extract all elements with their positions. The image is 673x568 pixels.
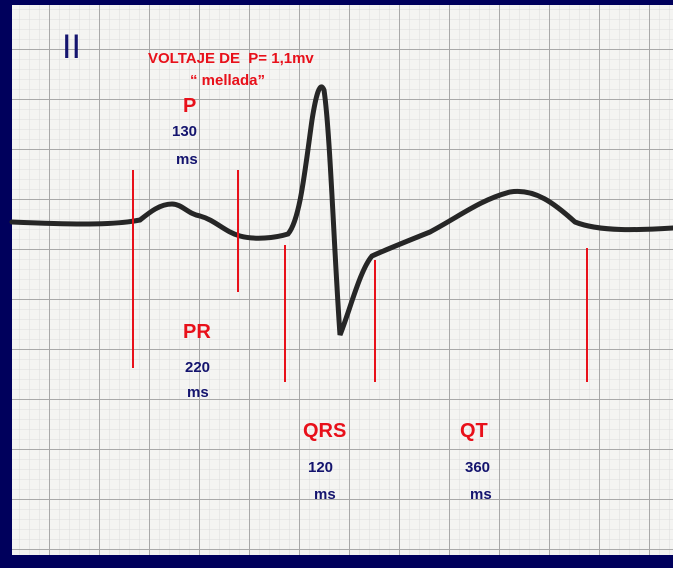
slide: II VOLTAJE DE P= 1,1mv “ mellada” P 130 … xyxy=(0,0,673,568)
interval-unit: ms xyxy=(176,151,198,168)
interval-name: PR xyxy=(183,321,211,343)
ecg-figure: II VOLTAJE DE P= 1,1mv “ mellada” P 130 … xyxy=(0,0,673,568)
interval-value: 130 xyxy=(172,123,197,140)
interval-name: QRS xyxy=(303,420,346,442)
interval-unit: ms xyxy=(187,384,209,401)
interval-name: P xyxy=(183,95,196,117)
interval-value: 220 xyxy=(185,359,210,376)
interval-value: 360 xyxy=(465,459,490,476)
interval-unit: ms xyxy=(470,486,492,503)
interval-name: QT xyxy=(460,420,488,442)
subtitle: “ mellada” xyxy=(190,72,265,89)
interval-value: 120 xyxy=(308,459,333,476)
ecg-grid xyxy=(12,5,673,555)
title: VOLTAJE DE P= 1,1mv xyxy=(148,50,314,67)
lead-label: II xyxy=(62,28,81,66)
interval-unit: ms xyxy=(314,486,336,503)
